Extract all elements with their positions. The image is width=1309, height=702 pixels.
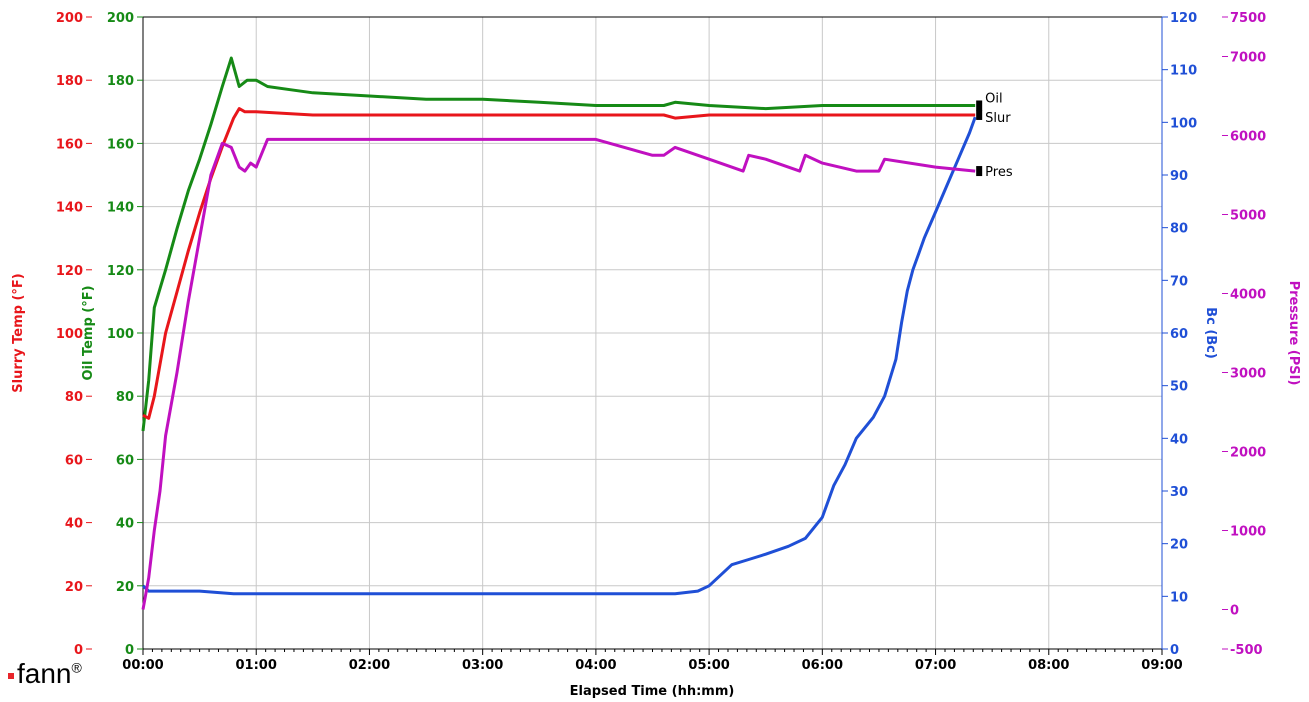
y-tick-label-oil: 40	[116, 517, 134, 532]
y-tick-label-bc: 90	[1170, 169, 1188, 184]
y-tick-label-bc: 40	[1170, 432, 1188, 447]
y-tick-label-oil: 120	[107, 264, 134, 279]
x-tick-label: 00:00	[122, 658, 163, 673]
axes: 00:00 01:00 02:00 03:00 04:00 05:00 06:00 07:00…	[11, 11, 1301, 673]
y-tick-label-slurry: 60	[65, 453, 83, 468]
y-tick-label-pressure: 7000	[1230, 51, 1266, 66]
end-marker	[976, 166, 983, 177]
y-tick-label-pressure: 6000	[1230, 130, 1266, 145]
series-line-bc	[141, 116, 977, 596]
y-tick-label-bc: 0	[1170, 643, 1179, 658]
y-tick-label-pressure: 2000	[1230, 446, 1266, 461]
axis-pressure: -500 0 1000 2000 3000 4000 5000 6000 7000 7500 Pre…	[1222, 11, 1301, 658]
series-line-oil	[141, 56, 976, 432]
series-lines	[141, 56, 977, 610]
y-tick-label-slurry: 120	[56, 264, 83, 279]
series-end-labels: Oil Slur Pres	[976, 91, 1013, 180]
x-tick-label: 01:00	[236, 658, 277, 673]
y-tick-label-slurry: 0	[74, 643, 83, 658]
y-tick-label-oil: 200	[107, 11, 134, 26]
axis-bc: 0 10 20 30 40 50 60 70 80 90 100 110 120 Bc (Bc)	[1161, 11, 1218, 658]
y-tick-label-slurry: 100	[56, 327, 83, 342]
y-tick-label-oil: 180	[107, 74, 134, 89]
y-tick-label-pressure: -500	[1230, 643, 1263, 658]
y-tick-label-slurry: 200	[56, 11, 83, 26]
y-tick-label-bc: 70	[1170, 274, 1188, 289]
x-tick-label: 09:00	[1141, 658, 1182, 673]
y-tick-label-pressure: 5000	[1230, 209, 1266, 224]
end-marker	[976, 100, 983, 111]
x-axis-title: Elapsed Time (hh:mm)	[570, 684, 735, 699]
y-tick-label-slurry: 40	[65, 517, 83, 532]
y-tick-label-oil: 80	[116, 390, 134, 405]
y-tick-label-oil: 100	[107, 327, 134, 342]
grid	[143, 17, 1162, 649]
series-line-slur	[142, 107, 976, 420]
logo-dot-icon	[8, 672, 14, 679]
y-tick-label-slurry: 160	[56, 137, 83, 152]
x-tick-label: 07:00	[915, 658, 956, 673]
axis-title-slurry: Slurry Temp (°F)	[11, 273, 26, 393]
y-tick-label-slurry: 180	[56, 74, 83, 89]
x-tick-label: 03:00	[462, 658, 503, 673]
y-tick-label-oil: 160	[107, 137, 134, 152]
end-label: Oil	[985, 91, 1002, 106]
y-tick-label-slurry: 140	[56, 201, 83, 216]
series-line-pres	[141, 137, 976, 610]
y-tick-label-bc: 10	[1170, 590, 1188, 605]
y-tick-label-oil: 0	[125, 643, 134, 658]
y-tick-label-pressure: 0	[1230, 604, 1239, 619]
logo-text: fann	[17, 658, 72, 689]
y-tick-label-bc: 80	[1170, 222, 1188, 237]
axis-title-pressure: Pressure (PSI)	[1286, 281, 1301, 386]
y-tick-label-pressure: 7500	[1230, 11, 1266, 26]
logo-registered-mark: ®	[71, 659, 82, 676]
x-tick-label: 08:00	[1028, 658, 1069, 673]
y-tick-label-oil: 60	[116, 453, 134, 468]
y-tick-label-bc: 120	[1170, 11, 1197, 26]
end-label: Pres	[985, 165, 1013, 180]
x-tick-label: 05:00	[688, 658, 729, 673]
y-tick-label-bc: 30	[1170, 485, 1188, 500]
end-label: Slur	[985, 111, 1011, 126]
y-tick-label-oil: 140	[107, 201, 134, 216]
y-tick-label-bc: 20	[1170, 538, 1188, 553]
axis-title-oil: Oil Temp (°F)	[81, 285, 96, 380]
fann-logo: fann®	[8, 660, 82, 688]
y-tick-label-slurry: 20	[65, 580, 83, 595]
y-tick-label-bc: 50	[1170, 380, 1188, 395]
y-tick-label-bc: 100	[1170, 116, 1197, 131]
y-tick-label-bc: 60	[1170, 327, 1188, 342]
axis-oil: 0 20 40 60 80 100 120 140 160 180 200 Oil Temp (°F)	[81, 11, 143, 658]
y-tick-label-bc: 110	[1170, 64, 1197, 79]
x-tick-label: 04:00	[575, 658, 616, 673]
y-tick-label-oil: 20	[116, 580, 134, 595]
y-tick-label-slurry: 80	[65, 390, 83, 405]
x-tick-label: 06:00	[802, 658, 843, 673]
y-tick-label-pressure: 1000	[1230, 525, 1266, 540]
axis-slurry: 0 20 40 60 80 100 120 140 160 180 200 Slurry Temp (…	[11, 11, 92, 658]
axis-title-bc: Bc (Bc)	[1203, 307, 1218, 359]
end-marker	[976, 109, 983, 120]
y-tick-label-pressure: 3000	[1230, 367, 1266, 382]
x-tick-label: 02:00	[349, 658, 390, 673]
y-tick-label-pressure: 4000	[1230, 288, 1266, 303]
